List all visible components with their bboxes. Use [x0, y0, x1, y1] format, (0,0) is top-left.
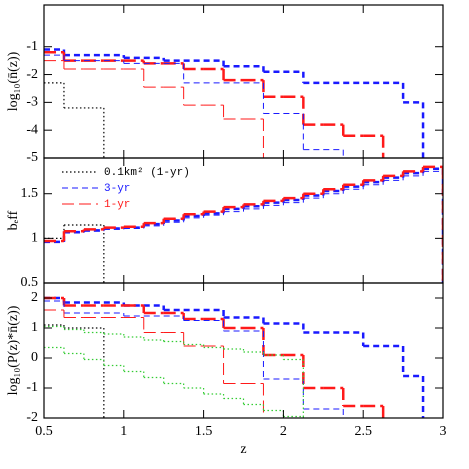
x-tick-label: 2.5: [354, 424, 372, 439]
x-tick-label: 0.5: [35, 424, 53, 439]
y-tick-label: 1: [31, 320, 38, 335]
y-axis-label: log₁₀(n̄(z)): [6, 51, 21, 111]
x-tick-label: 3: [440, 424, 447, 439]
legend-label: 1-yr: [104, 199, 130, 211]
panel-frame: [43, 282, 444, 419]
y-axis-label: bₑff: [6, 210, 21, 230]
plot-area: [44, 296, 425, 418]
y-tick-label: 0.5: [21, 275, 39, 290]
y-tick-label: -2: [26, 410, 38, 425]
y-tick-label: 1: [31, 231, 38, 246]
x-axis-label: z: [240, 442, 246, 457]
y-tick-label: 0: [31, 350, 38, 365]
y-tick-label: -4: [26, 122, 38, 137]
plot-area: [44, 165, 443, 283]
x-tick-label: 1.5: [195, 424, 213, 439]
legend-label: 3-yr: [104, 183, 130, 195]
x-tick-label: 2: [280, 424, 287, 439]
legend-label: 0.1km² (1-yr): [104, 167, 190, 179]
y-tick-label: -3: [26, 95, 38, 110]
y-tick-label: -5: [26, 150, 38, 165]
y-tick-label: 2: [31, 290, 38, 305]
y-tick-label: -1: [26, 39, 38, 54]
x-tick-label: 1: [120, 424, 127, 439]
y-tick-label: 1.5: [21, 186, 39, 201]
plot-area: [44, 48, 425, 158]
y-axis-label: log₁₀(P(z)*n̄(z)): [6, 305, 21, 395]
y-tick-label: -1: [26, 380, 38, 395]
y-tick-label: -2: [26, 67, 38, 82]
